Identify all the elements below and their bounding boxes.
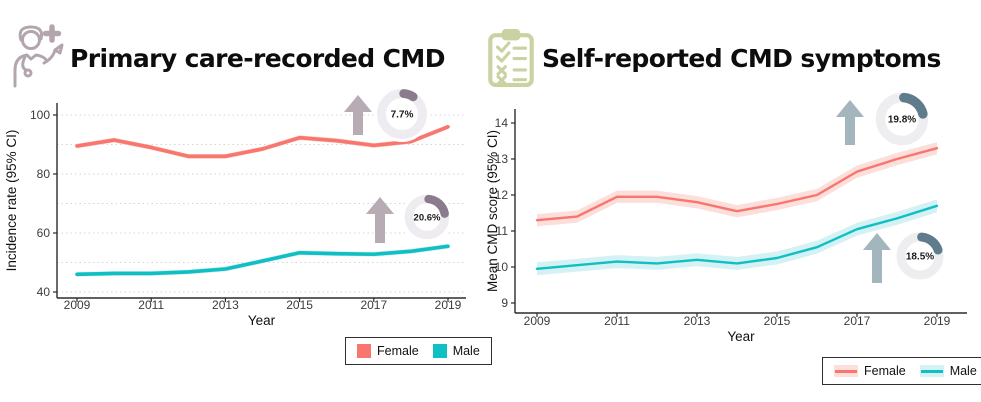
legend-label-male: Male (949, 364, 977, 378)
primary-care-chart: 40 60 80 100 2009 2011 2013 2015 2017 2019 Year Inc… (4, 86, 466, 328)
doctor-with-cross-icon (13, 24, 64, 88)
panel-header-primary-care: Primary care-recorded CMD (8, 24, 445, 88)
female-swatch (357, 344, 371, 358)
x-axis-title: Year (248, 313, 276, 328)
female-ci-ribbon (537, 142, 937, 227)
y-tick-label: 9 (501, 296, 508, 310)
panel-title-self-reported: Self-reported CMD symptoms (542, 44, 941, 74)
increase-arrow-icon (344, 95, 372, 135)
legend-item-male: Male (432, 344, 480, 358)
x-tick-label: 2019 (435, 298, 462, 312)
donut-arc (424, 194, 449, 218)
donut-percent-label: 19.8% (888, 115, 916, 126)
donut-arc (917, 232, 943, 255)
y-tick-label: 12 (495, 188, 509, 202)
y-axis-title: Mean CMD score (95% CI) (485, 130, 500, 292)
checklist-clipboard-icon (488, 29, 534, 87)
y-tick-label: 14 (495, 116, 509, 130)
donut-arc (399, 89, 418, 102)
male-line (535, 204, 939, 271)
female-line (535, 147, 939, 222)
donut-percent-label: 18.5% (906, 252, 934, 263)
x-tick-label: 2015 (286, 298, 313, 312)
y-tick-label: 13 (495, 152, 509, 166)
x-tick-label: 2013 (684, 314, 711, 328)
y-tick-label: 11 (496, 224, 509, 238)
increase-arrow-icon (836, 100, 864, 145)
legend-primary-care: Female Male (345, 337, 492, 365)
medical-cross-icon (42, 24, 62, 43)
x-tick-label: 2015 (764, 314, 791, 328)
panel-title-primary-care: Primary care-recorded CMD (70, 44, 445, 74)
female-line (75, 124, 450, 159)
x-tick-label: 2019 (924, 314, 951, 328)
donut-arc (899, 92, 928, 119)
x-tick-label: 2009 (524, 314, 551, 328)
x-tick-label: 2011 (604, 314, 630, 328)
y-tick-label: 60 (37, 226, 51, 240)
increase-arrow-icon (366, 197, 394, 243)
y-axis-title: Incidence rate (95% CI) (4, 130, 19, 272)
panel-header-self-reported: Self-reported CMD symptoms (486, 28, 941, 88)
donut-percent-label: 20.6% (414, 212, 441, 223)
self-reported-chart: 9 10 11 12 13 14 2009 2011 2013 2015 2017 2019 Year M… (485, 89, 967, 344)
increase-arrow-icon (863, 233, 891, 283)
male-ci-ribbon (537, 199, 937, 276)
x-tick-label: 2009 (64, 298, 91, 312)
legend-item-female: Female (834, 364, 906, 378)
y-tick-label: 100 (30, 108, 50, 122)
x-tick-label: 2017 (844, 314, 871, 328)
female-swatch (834, 365, 858, 377)
male-swatch (919, 365, 944, 377)
legend-item-male: Male (919, 364, 977, 378)
legend-self-reported: Female Male (822, 357, 981, 385)
legend-label-male: Male (452, 344, 480, 358)
x-tick-label: 2013 (212, 298, 239, 312)
legend-label-female: Female (377, 344, 419, 358)
y-tick-label: 10 (495, 260, 509, 274)
legend-item-female: Female (357, 344, 419, 358)
male-swatch (432, 344, 447, 358)
donut-percent-label: 7.7% (391, 110, 414, 121)
y-tick-label: 80 (37, 167, 51, 181)
x-tick-label: 2017 (360, 298, 387, 312)
x-axis-title: Year (727, 329, 755, 344)
male-line (75, 244, 450, 277)
legend-label-female: Female (864, 364, 906, 378)
y-tick-label: 40 (37, 285, 51, 299)
x-tick-label: 2011 (138, 298, 164, 312)
